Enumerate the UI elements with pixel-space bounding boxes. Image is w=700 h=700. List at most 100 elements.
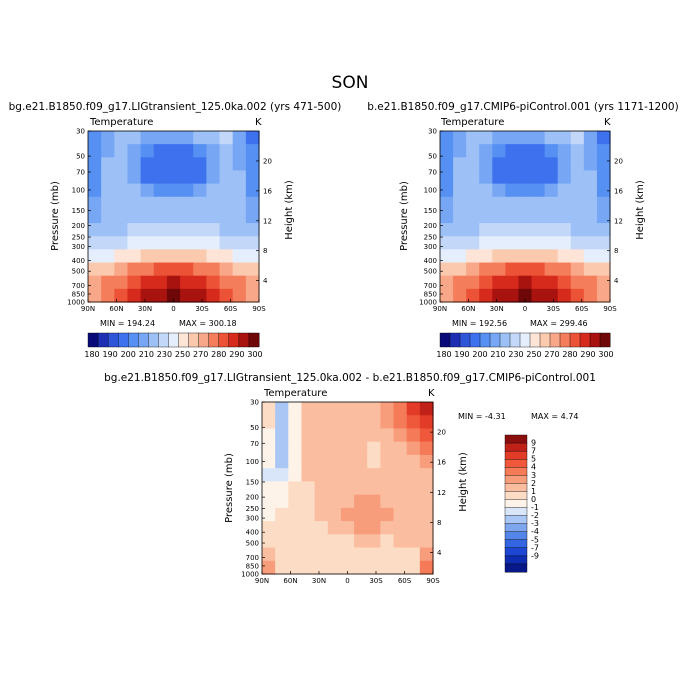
p2-y-tick-label: 250 xyxy=(424,234,437,242)
p2-cell xyxy=(531,183,546,198)
p1-cell xyxy=(245,223,260,237)
p3-cell xyxy=(367,494,381,509)
p1-cell xyxy=(166,288,181,303)
p1-cell xyxy=(193,131,207,145)
p1-colorbar-swatch xyxy=(238,332,250,348)
p1-colorbar-label: 290 xyxy=(229,350,244,359)
p1-cell xyxy=(193,157,207,172)
p2-cell xyxy=(453,157,467,172)
p2-colorbar-swatch xyxy=(499,332,511,348)
p2-cell xyxy=(596,144,611,158)
p1-cell xyxy=(166,196,181,211)
p2-colorbar-label: 230 xyxy=(508,350,523,359)
p3-cell xyxy=(393,402,408,416)
p3-cell xyxy=(340,560,355,575)
p2-colorbar-swatch xyxy=(489,332,501,348)
p3-cell xyxy=(275,521,289,535)
p2-cell xyxy=(544,196,559,211)
p1-x-tick-label: 30N xyxy=(138,305,152,313)
p1-colorbar-swatch xyxy=(117,332,129,348)
p2-cell xyxy=(440,275,454,290)
p3-cell xyxy=(262,494,276,509)
p3-colorbar-label: 3 xyxy=(531,471,536,480)
p2-cell xyxy=(492,249,506,264)
p2-cell xyxy=(557,262,572,277)
p1-cell xyxy=(140,288,155,303)
p2-cell xyxy=(453,196,467,211)
p1-cell xyxy=(232,262,247,277)
p2-cell xyxy=(518,288,533,303)
p1-colorbar-label: 180 xyxy=(84,350,99,359)
p2-cell xyxy=(453,236,467,250)
p1-cell xyxy=(219,183,234,198)
p3-y-right-tick-label: 12 xyxy=(437,489,446,497)
p3-cell xyxy=(327,428,342,443)
p2-x-tick-label: 30N xyxy=(490,305,504,313)
p3-cell xyxy=(406,481,421,496)
p2-cell xyxy=(557,144,572,158)
p1-colorbar-swatch xyxy=(148,332,159,348)
panel-3-max-label: MAX = 4.74 xyxy=(531,412,578,421)
p1-cell xyxy=(206,183,221,198)
p2-cell xyxy=(479,209,493,224)
p2-cell xyxy=(505,209,520,224)
p2-cell xyxy=(596,249,611,264)
p3-cell xyxy=(380,521,395,535)
p1-cell xyxy=(127,196,142,211)
p3-cell xyxy=(301,507,316,522)
p1-cell xyxy=(153,236,168,250)
panel-2-y-axis-title: Pressure (mb) xyxy=(399,181,410,251)
p2-cell xyxy=(479,223,493,237)
p2-cell xyxy=(479,170,493,185)
p2-cell xyxy=(596,275,611,290)
p3-colorbar-swatch xyxy=(504,547,528,557)
p2-cell xyxy=(557,288,572,303)
p2-cell xyxy=(440,131,454,145)
p1-cell xyxy=(206,223,221,237)
p3-cell xyxy=(340,534,355,549)
p1-cell xyxy=(193,288,207,303)
p1-cell xyxy=(166,209,181,224)
page-title: SON xyxy=(332,73,369,93)
p3-cell xyxy=(327,507,342,522)
p2-cell xyxy=(557,223,572,237)
p1-cell xyxy=(114,144,129,158)
p3-cell xyxy=(340,428,355,443)
p2-cell xyxy=(544,209,559,224)
p1-y-tick-label: 500 xyxy=(72,268,85,276)
p3-y-tick-label: 700 xyxy=(246,554,259,562)
p3-cell xyxy=(354,560,368,575)
p2-cell xyxy=(531,144,546,158)
p3-cell xyxy=(380,402,395,416)
p2-cell xyxy=(505,262,520,277)
p2-cell xyxy=(570,131,585,145)
p1-cell xyxy=(206,262,221,277)
p3-colorbar-label: -1 xyxy=(531,503,539,512)
panel-2-x-ticks: 90N 60N 30N 0 30S 60S 90S xyxy=(433,299,617,313)
p1-cell xyxy=(127,288,142,303)
p2-cell xyxy=(492,262,506,277)
p1-x-tick-label: 90S xyxy=(252,305,266,313)
p3-cell xyxy=(340,415,355,430)
p3-colorbar-label: -7 xyxy=(531,543,539,552)
p1-cell xyxy=(114,196,129,211)
p1-cell xyxy=(114,223,129,237)
p3-y-right-tick-label: 20 xyxy=(437,429,446,437)
p3-cell xyxy=(393,521,408,535)
p3-cell xyxy=(262,468,276,482)
p3-colorbar-label: 1 xyxy=(531,487,536,496)
p3-x-tick-label: 60S xyxy=(398,577,412,585)
p3-cell xyxy=(262,428,276,443)
p2-cell xyxy=(453,275,467,290)
p2-cell xyxy=(440,183,454,198)
panel-1-units-label: K xyxy=(255,117,262,128)
p3-colorbar-swatch xyxy=(504,442,528,452)
p3-y-tick-label: 500 xyxy=(246,540,259,548)
panel-2-y-right-axis-title: Height (km) xyxy=(635,180,646,240)
p1-colorbar-swatch xyxy=(178,332,190,348)
p3-cell xyxy=(327,521,342,535)
p1-colorbar-label: 280 xyxy=(211,350,226,359)
p1-cell xyxy=(153,209,168,224)
p3-y-tick-label: 50 xyxy=(250,424,259,432)
p2-cell xyxy=(505,144,520,158)
